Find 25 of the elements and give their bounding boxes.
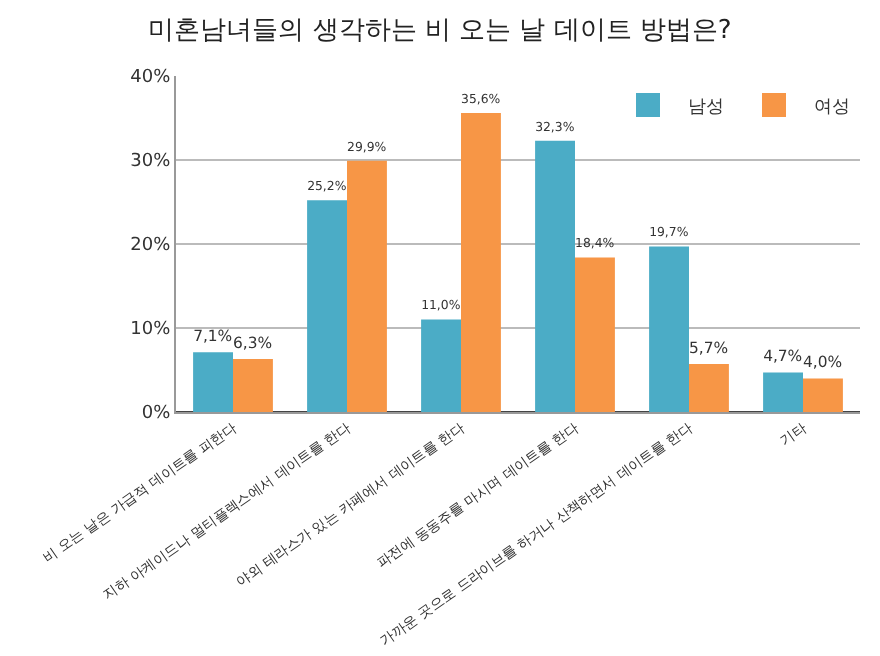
bar [689,364,729,412]
bar [233,359,273,412]
bar [649,246,689,412]
y-tick-label: 40% [130,68,172,89]
y-tick-label: 0% [141,404,172,425]
bar [763,372,803,412]
legend-label: 여성 [814,98,850,119]
bar [461,112,501,412]
legend-label: 남성 [688,98,724,119]
bar [803,378,843,412]
data-label: 4,7% [763,347,803,366]
data-label: 5,7% [689,338,729,357]
data-label: 4,0% [803,353,843,372]
bar [575,257,615,412]
data-label: 6,3% [233,333,273,352]
y-tick-label: 10% [130,320,172,341]
bar [347,160,387,412]
bar [193,352,233,412]
data-label: 7,1% [193,327,233,346]
bar [307,200,347,412]
y-tick-label: 30% [130,152,172,173]
chart-title: 미혼남녀들의 생각하는 비 오는 날 데이트 방법은? [148,15,732,46]
bar [535,140,575,412]
bar [421,319,461,412]
y-tick-label: 20% [130,236,172,257]
